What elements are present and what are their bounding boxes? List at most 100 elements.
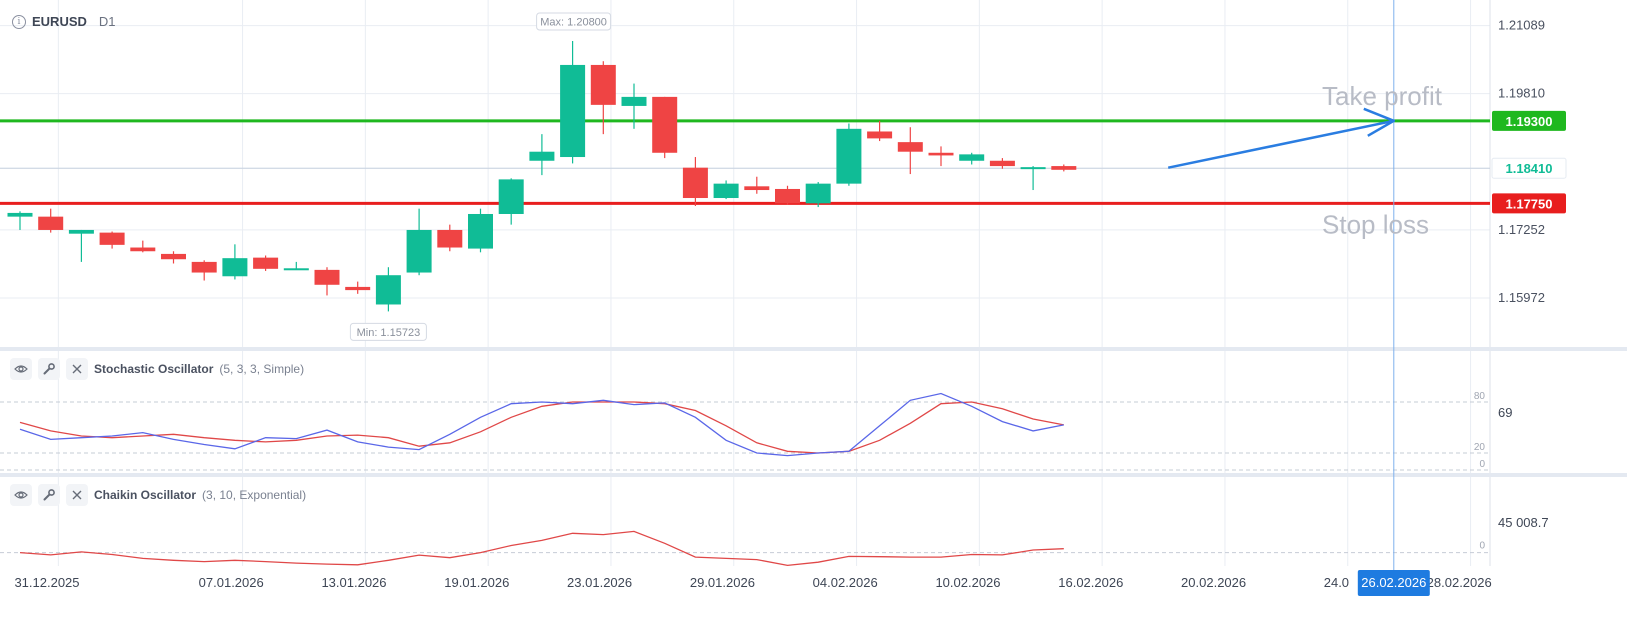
candle-body	[897, 142, 923, 152]
cursor-date-badge	[1357, 570, 1430, 596]
candle-body	[375, 275, 401, 305]
candle-body	[928, 152, 954, 156]
stochastic-name: Stochastic Oscillator	[94, 362, 214, 376]
min-label: Min: 1.15723	[357, 327, 421, 339]
candle-body	[652, 96, 678, 153]
candle-body	[314, 269, 340, 285]
current-price-label: 1.18410	[1506, 161, 1553, 176]
eye-icon[interactable]	[10, 358, 32, 380]
candle-body	[560, 64, 586, 158]
candle-body	[867, 131, 893, 139]
candle-body	[68, 229, 94, 234]
chaikin-params: (3, 10, Exponential)	[202, 488, 307, 502]
date-tick-label: 29.01.2026	[690, 575, 755, 590]
current-badge	[1491, 157, 1567, 179]
stochastic-level-label: 80	[1474, 391, 1486, 402]
pane-separators	[0, 347, 1627, 477]
date-tick-label: 19.01.2026	[444, 575, 509, 590]
chaikin-header: Chaikin Oscillator (3, 10, Exponential)	[10, 484, 306, 506]
stochastic-header: Stochastic Oscillator (5, 3, 3, Simple)	[10, 358, 304, 380]
stochastic-params: (5, 3, 3, Simple)	[219, 362, 305, 376]
price-tick-label: 1.17252	[1498, 222, 1545, 237]
date-tick-label: 04.02.2026	[813, 575, 878, 590]
date-tick-label: 10.02.2026	[935, 575, 1000, 590]
stochastic-value-label: 69	[1498, 405, 1512, 420]
price-tick-label: 1.19810	[1498, 86, 1545, 101]
take-profit-badge	[1492, 110, 1566, 131]
candle-body	[744, 186, 770, 191]
candles	[7, 40, 1077, 312]
candle-body	[590, 64, 616, 105]
date-tick-label: 24.0	[1324, 575, 1349, 590]
close-icon[interactable]	[66, 358, 88, 380]
stochastic-pane: 80 20 0 69	[0, 391, 1512, 471]
pane-separator	[0, 347, 1627, 351]
date-tick-label: 31.12.2025	[14, 575, 79, 590]
stop-loss-text: Stop loss	[1322, 209, 1429, 239]
max-label-box	[536, 12, 612, 31]
candle-body	[775, 188, 800, 204]
candle-body	[1051, 166, 1077, 170]
candle-body	[621, 96, 647, 106]
candle-body	[468, 213, 493, 249]
candle-body	[989, 160, 1015, 167]
take-profit-text: Take profit	[1322, 81, 1443, 111]
date-tick-label: 20.02.2026	[1181, 575, 1246, 590]
candle-body	[836, 128, 862, 184]
candle-body	[345, 286, 371, 291]
price-tick-label: 1.21089	[1498, 18, 1545, 33]
candle-body	[283, 268, 309, 271]
chaikin-value-label: 45 008.7	[1498, 515, 1549, 530]
candle-body	[406, 229, 432, 273]
candle-body	[191, 261, 217, 273]
chaikin-level-label: 0	[1479, 541, 1485, 552]
stochastic-level-label: 0	[1479, 459, 1485, 470]
candle-body	[498, 179, 524, 214]
time-axis: 31.12.2025 07.01.2026 13.01.2026 19.01.2026…	[14, 570, 1492, 596]
take-profit-price-label: 1.19300	[1506, 114, 1553, 129]
cursor-date-label: 26.02.2026	[1361, 575, 1426, 590]
date-tick-label: 07.01.2026	[199, 575, 264, 590]
candle-body	[7, 212, 33, 217]
stop-loss-price-label: 1.17750	[1506, 196, 1553, 211]
candle-body	[130, 247, 156, 252]
candle-body	[529, 151, 555, 161]
chart-header: i EURUSD D1	[12, 14, 116, 29]
date-tick-label: 23.01.2026	[567, 575, 632, 590]
info-icon[interactable]: i	[12, 14, 26, 29]
candle-body	[682, 167, 708, 199]
wrench-icon[interactable]	[38, 484, 60, 506]
candle-body	[1020, 167, 1046, 170]
candle-body	[38, 216, 64, 230]
candle-body	[959, 154, 985, 161]
stochastic-level-label: 20	[1474, 442, 1486, 453]
symbol-label[interactable]: EURUSD	[32, 14, 87, 29]
timeframe-label[interactable]: D1	[98, 14, 116, 29]
stop-loss-badge	[1492, 193, 1566, 214]
pane-separator	[0, 473, 1627, 477]
wrench-icon[interactable]	[38, 358, 60, 380]
candle-body	[253, 257, 279, 269]
candle-body	[437, 229, 463, 248]
close-icon[interactable]	[66, 484, 88, 506]
price-tick-label: 1.15972	[1498, 290, 1545, 305]
stochastic-d-line	[19, 401, 1064, 454]
stochastic-k-line	[19, 392, 1064, 457]
chaikin-line	[19, 530, 1064, 567]
candle-body	[805, 183, 831, 204]
eye-icon[interactable]	[10, 484, 32, 506]
candle-body	[713, 183, 739, 199]
max-label: Max: 1.20800	[540, 16, 607, 28]
price-axis: 1.21089 1.19810 1.18410 1.17252 1.15972 1.193…	[1491, 18, 1567, 305]
date-tick-label: 16.02.2026	[1058, 575, 1123, 590]
drawing-overlay: Take profit Stop loss	[1167, 0, 1443, 570]
candle-body	[99, 232, 125, 245]
arrow-shaft	[1167, 119, 1395, 169]
min-max-labels: Max: 1.20800 Min: 1.15723	[349, 12, 612, 341]
candle-body	[222, 258, 248, 277]
chaikin-name: Chaikin Oscillator	[94, 488, 197, 502]
chaikin-pane: 0 45 008.7	[0, 515, 1549, 567]
date-tick-label: 13.01.2026	[321, 575, 386, 590]
